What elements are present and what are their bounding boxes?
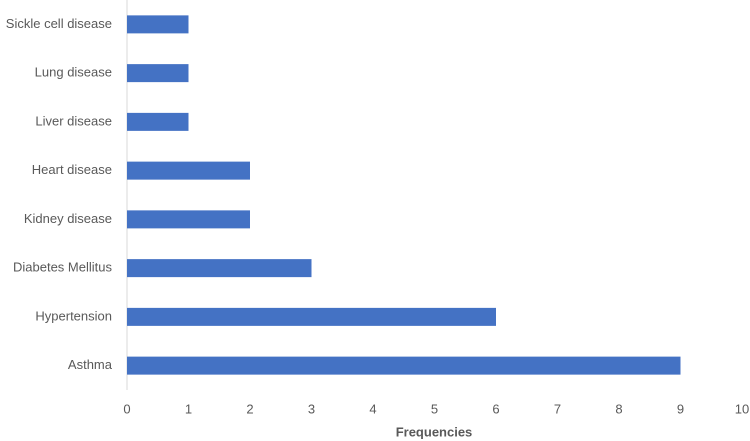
y-tick-label: Diabetes Mellitus [13, 260, 112, 275]
y-tick-label: Sickle cell disease [6, 16, 112, 31]
y-tick-label: Asthma [68, 357, 113, 372]
y-tick-label: Hypertension [35, 308, 112, 323]
bar [127, 307, 496, 326]
y-tick-label: Heart disease [32, 162, 112, 177]
x-tick-label: 3 [308, 401, 315, 416]
y-tick-label: Liver disease [35, 113, 112, 128]
bar [127, 356, 681, 375]
y-tick-label: Kidney disease [24, 211, 112, 226]
x-axis-title: Frequencies [396, 424, 473, 439]
x-tick-label: 1 [185, 401, 192, 416]
x-tick-label: 7 [554, 401, 561, 416]
x-tick-label: 5 [431, 401, 438, 416]
x-tick-label: 8 [615, 401, 622, 416]
bar [127, 112, 189, 131]
x-tick-label: 2 [246, 401, 253, 416]
bar [127, 161, 250, 180]
x-tick-label: 4 [369, 401, 376, 416]
y-tick-label: Lung disease [35, 65, 112, 80]
bar [127, 64, 189, 83]
bar [127, 210, 250, 229]
x-tick-label: 0 [123, 401, 130, 416]
bar [127, 15, 189, 34]
bar [127, 259, 312, 278]
x-tick-label: 9 [677, 401, 684, 416]
x-tick-label: 10 [735, 401, 749, 416]
x-tick-label: 6 [492, 401, 499, 416]
